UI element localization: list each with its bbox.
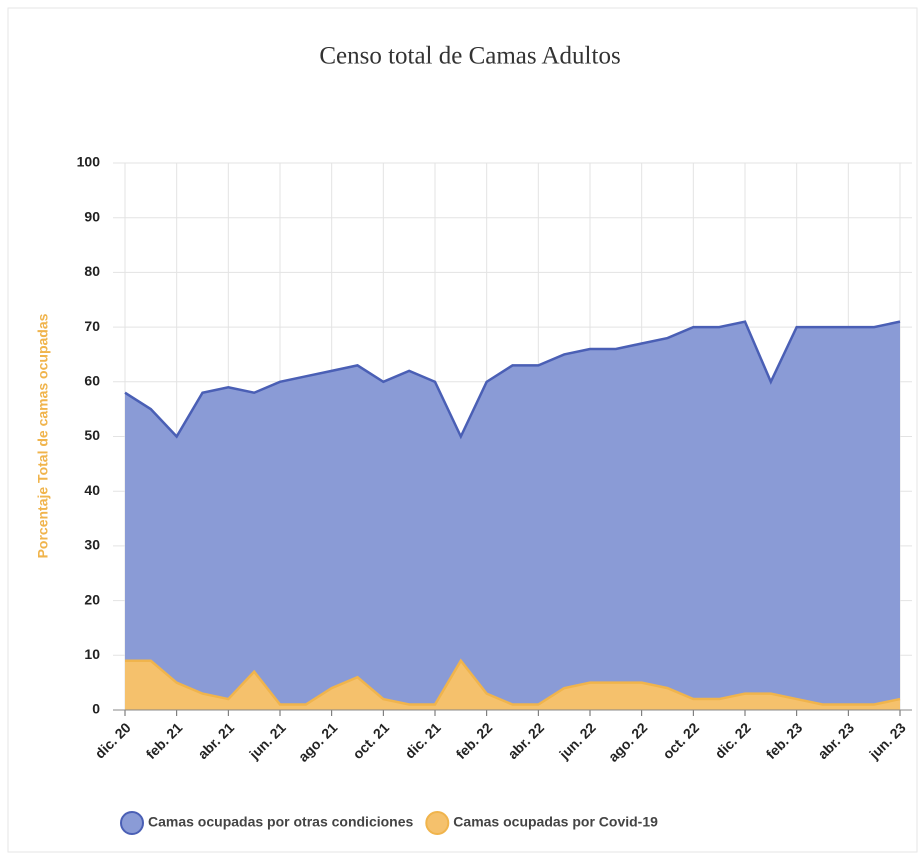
chart-title: Censo total de Camas Adultos: [319, 43, 620, 70]
y-tick-label: 30: [84, 537, 100, 553]
area-line: [124, 320, 901, 440]
y-tick-label: 70: [84, 318, 100, 334]
y-tick-label: 60: [84, 373, 100, 389]
legend-label: Camas ocupadas por otras condiciones: [148, 814, 414, 830]
legend-label: Camas ocupadas por Covid-19: [453, 814, 658, 830]
legend-marker: [120, 811, 144, 835]
y-axis-label: Porcentaje Total de camas ocupadas: [35, 313, 51, 558]
area-line: [125, 658, 901, 706]
y-tick-label: 10: [84, 646, 100, 662]
y-tick-label: 20: [84, 591, 100, 607]
area-fill: [125, 321, 900, 710]
y-tick-label: 100: [77, 154, 101, 170]
y-tick-label: 0: [92, 701, 100, 717]
y-tick-label: 80: [84, 263, 100, 279]
legend-marker: [425, 811, 450, 835]
y-tick-label: 40: [84, 482, 100, 498]
y-tick-label: 90: [84, 208, 100, 224]
y-tick-label: 50: [84, 427, 100, 443]
